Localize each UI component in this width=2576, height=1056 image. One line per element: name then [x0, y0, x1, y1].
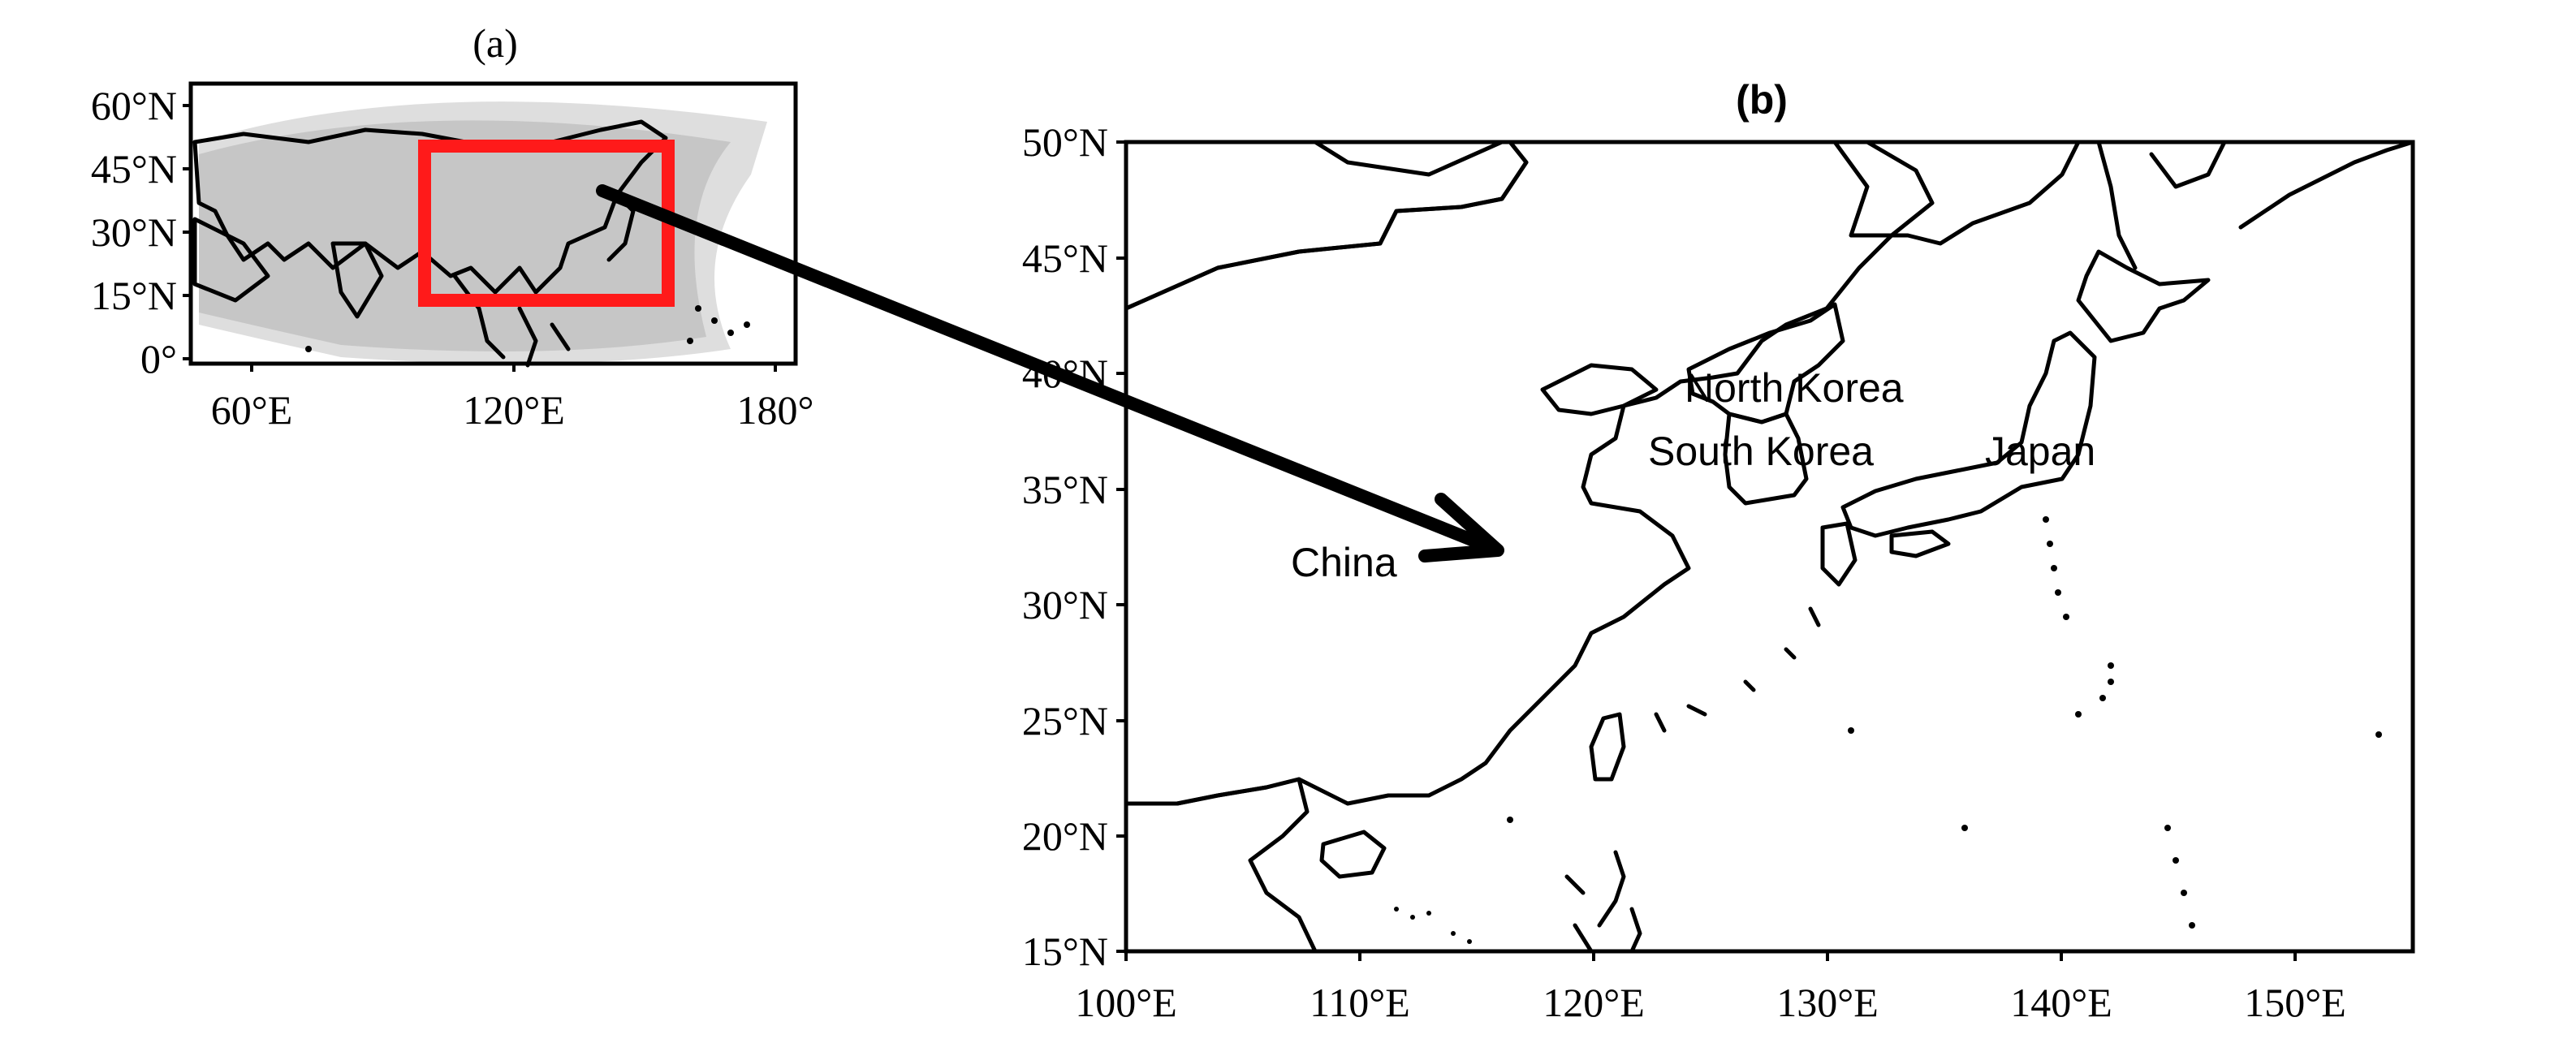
- panel-b-philippines: [1564, 850, 1642, 951]
- country-label-north-korea: North Korea: [1685, 365, 1904, 411]
- panel-a-lat-label: 45°N: [91, 146, 177, 192]
- panel-b-lat-label: 30°N: [1022, 582, 1108, 627]
- panel-b-bohai: [1540, 363, 1659, 416]
- panel-a-title: (a): [472, 20, 518, 66]
- panel-a-lat-label: 15°N: [91, 273, 177, 318]
- panel-b-lon-labels: 100°E 110°E 120°E 130°E 140°E 150°E: [1075, 980, 2346, 1025]
- panel-a-lon-labels: 60°E 120°E 180°: [211, 387, 814, 433]
- panel-b-lat-label: 35°N: [1022, 467, 1108, 512]
- panel-b-islands: [1394, 516, 2382, 944]
- panel-b-ryukyu: [1654, 606, 1821, 733]
- panel-a-land-arabia: [192, 217, 270, 303]
- panel-b-hainan: [1319, 830, 1387, 879]
- panel-a-lat-label: 30°N: [91, 209, 177, 255]
- country-label-china: China: [1291, 540, 1397, 585]
- panel-b-lat-label: 15°N: [1022, 929, 1108, 974]
- panel-b-lon-label: 100°E: [1075, 980, 1177, 1025]
- panel-b-lon-label: 150°E: [2244, 980, 2346, 1025]
- panel-b-lat-label: 25°N: [1022, 698, 1108, 744]
- panel-b-russia-coast: [1313, 142, 1504, 177]
- panel-a: (a) 60°N 45°N 30°N 15°N 0°: [91, 20, 814, 433]
- panel-b-sakhalin: [2096, 142, 2227, 270]
- panel-a-lon-label: 120°E: [463, 387, 565, 433]
- panel-b-japan-honshu: [1840, 330, 2097, 538]
- panel-a-lon-label: 60°E: [211, 387, 293, 433]
- panel-a-islands: [305, 305, 750, 352]
- panel-b: (b): [1022, 77, 2415, 1025]
- panel-a-lat-label: 60°N: [91, 83, 177, 128]
- panel-a-land-seasia: [452, 274, 571, 368]
- panel-a-land-india: [330, 241, 384, 319]
- panel-b-country-labels: China North Korea South Korea Japan: [1291, 365, 2095, 585]
- panel-a-lon-label: 180°: [737, 387, 814, 433]
- panel-b-japan-hokkaido: [2076, 249, 2211, 343]
- panel-b-lat-label: 45°N: [1022, 235, 1108, 281]
- panel-b-north-korea: [1686, 302, 1845, 425]
- panel-b-title: (b): [1736, 77, 1788, 123]
- panel-b-lon-label: 120°E: [1543, 980, 1645, 1025]
- panel-b-japan-shikoku: [1889, 529, 1951, 558]
- panel-b-japan-kyushu: [1820, 521, 1858, 587]
- panel-b-frame: [1124, 140, 2415, 954]
- panel-b-lat-label: 20°N: [1022, 813, 1108, 859]
- panel-b-lon-label: 110°E: [1310, 980, 1410, 1025]
- panel-b-russia-east: [1832, 142, 2081, 246]
- panel-b-south-korea: [1723, 412, 1809, 506]
- zoom-arrow: [596, 184, 1504, 562]
- panel-a-frame: [188, 81, 798, 366]
- zoom-arrow-shaft: [596, 184, 1488, 550]
- panel-b-lat-label: 50°N: [1022, 119, 1108, 165]
- panel-b-lat-labels: 50°N 45°N 40°N 35°N 30°N 25°N 20°N 15°N: [1022, 119, 1108, 974]
- country-label-japan: Japan: [1985, 429, 2095, 474]
- panel-b-kuril: [2238, 142, 2413, 230]
- panel-b-indochina: [1126, 777, 1318, 951]
- panel-a-lat-labels: 60°N 45°N 30°N 15°N 0°: [91, 83, 177, 381]
- panel-a-domain-inner: [199, 120, 731, 352]
- panel-b-taiwan: [1589, 712, 1626, 782]
- zoom-arrow-head: [1418, 493, 1504, 562]
- panel-a-lat-label: 0°: [140, 336, 177, 381]
- country-label-south-korea: South Korea: [1648, 429, 1874, 474]
- panel-b-lon-label: 140°E: [2010, 980, 2112, 1025]
- panel-b-ticks: [1116, 140, 2297, 961]
- panel-b-china: [1126, 142, 1935, 806]
- panel-a-ticks: [183, 104, 777, 372]
- panel-b-lon-label: 130°E: [1776, 980, 1879, 1025]
